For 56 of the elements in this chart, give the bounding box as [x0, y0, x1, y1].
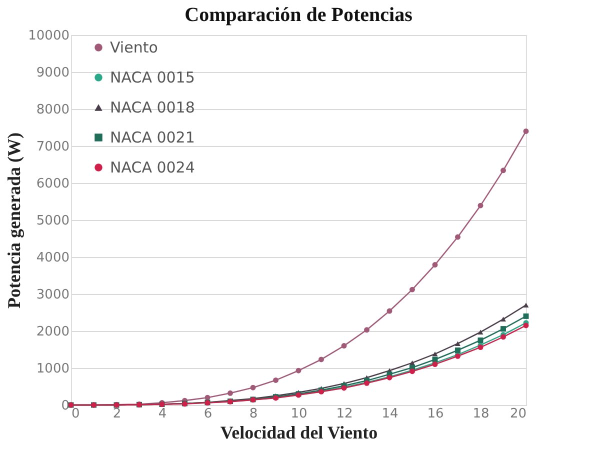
point [500, 334, 506, 340]
legend-label: NACA 0015 [110, 68, 195, 86]
point [410, 360, 415, 366]
point [273, 377, 278, 383]
point [410, 286, 415, 292]
y-tick-label: 5000 [36, 214, 70, 228]
x-tick-label: 18 [472, 406, 490, 422]
y-tick-label: 9000 [36, 66, 70, 80]
x-tick-label: 10 [290, 406, 308, 422]
point [364, 327, 370, 333]
y-tick-label: 4000 [36, 250, 70, 266]
point [455, 341, 460, 346]
point [228, 390, 233, 396]
y-tick-label: 10000 [28, 28, 70, 44]
point [432, 262, 438, 268]
point [523, 313, 529, 319]
y-tick-label: 2000 [36, 324, 70, 340]
point [250, 384, 256, 390]
point [318, 356, 324, 362]
point [478, 344, 484, 350]
y-tick-label: 8000 [36, 102, 70, 118]
x-axis-title: Velocidad del Viento [220, 422, 378, 442]
y-tick-label: 1000 [36, 362, 70, 376]
point [341, 343, 347, 349]
x-tick-label: 14 [382, 406, 398, 422]
point [500, 316, 506, 322]
point [432, 352, 438, 356]
point [500, 168, 506, 174]
legend-label: NACA 0018 [110, 98, 195, 116]
y-axis-title: Potencia generada (W) [4, 132, 24, 308]
point [523, 128, 529, 134]
point [523, 322, 529, 328]
x-tick-label: 16 [427, 406, 444, 422]
x-tick-label: 2 [112, 406, 122, 422]
point [478, 202, 484, 208]
point [478, 338, 484, 343]
y-tick-label: 3000 [36, 288, 70, 302]
point [478, 330, 484, 334]
point [500, 326, 506, 332]
point [386, 308, 392, 314]
chart-title: Comparación de Potencias [184, 4, 413, 26]
point [296, 368, 302, 374]
x-tick-label: 6 [204, 406, 212, 422]
point [455, 348, 460, 353]
x-tick-label: 20 [510, 406, 526, 422]
legend-label: Viento [110, 38, 158, 56]
x-tick-label: 8 [249, 406, 258, 422]
legend-label: NACA 0021 [110, 128, 195, 146]
legend-label: NACA 0024 [110, 158, 195, 176]
x-tick-label: 0 [72, 406, 80, 422]
y-tick-label: 6000 [36, 176, 70, 192]
x-tick-label: 4 [158, 406, 167, 422]
x-tick-label: 12 [336, 406, 353, 422]
y-tick-label: 7000 [36, 140, 70, 154]
point [523, 302, 529, 308]
point [455, 234, 460, 240]
